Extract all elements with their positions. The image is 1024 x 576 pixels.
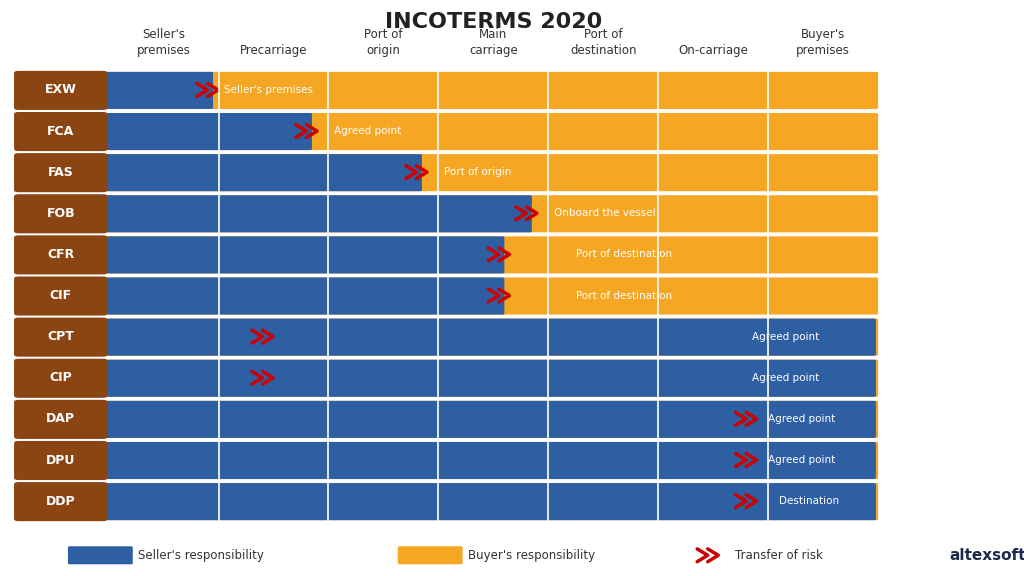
Text: Agreed point: Agreed point — [752, 373, 819, 383]
Text: Port of
origin: Port of origin — [365, 28, 402, 57]
FancyBboxPatch shape — [14, 236, 108, 274]
Text: INCOTERMS 2020: INCOTERMS 2020 — [385, 12, 602, 32]
FancyBboxPatch shape — [106, 442, 876, 479]
FancyBboxPatch shape — [106, 195, 531, 232]
Text: Seller's
premises: Seller's premises — [136, 28, 190, 57]
FancyBboxPatch shape — [106, 278, 879, 314]
FancyBboxPatch shape — [106, 319, 879, 356]
Text: FOB: FOB — [46, 207, 75, 220]
FancyBboxPatch shape — [106, 236, 879, 274]
FancyBboxPatch shape — [106, 236, 505, 274]
Text: Port of destination: Port of destination — [575, 290, 672, 301]
Text: Buyer's
premises: Buyer's premises — [797, 28, 850, 57]
FancyBboxPatch shape — [106, 401, 879, 438]
Text: Onboard the vessel: Onboard the vessel — [554, 209, 655, 218]
FancyBboxPatch shape — [14, 112, 108, 151]
Text: Buyer's responsibility: Buyer's responsibility — [468, 549, 595, 562]
Text: Transfer of risk: Transfer of risk — [735, 549, 823, 562]
Text: CFR: CFR — [47, 248, 75, 261]
FancyBboxPatch shape — [106, 154, 879, 191]
FancyBboxPatch shape — [14, 317, 108, 357]
FancyBboxPatch shape — [14, 194, 108, 233]
Text: DAP: DAP — [46, 412, 76, 426]
FancyBboxPatch shape — [106, 195, 879, 232]
Text: Destination: Destination — [779, 496, 840, 506]
FancyBboxPatch shape — [14, 276, 108, 316]
FancyBboxPatch shape — [106, 359, 876, 397]
Text: Agreed point: Agreed point — [334, 126, 401, 136]
Text: Agreed point: Agreed point — [768, 414, 836, 424]
Text: CPT: CPT — [47, 330, 74, 343]
FancyBboxPatch shape — [14, 71, 108, 110]
FancyBboxPatch shape — [106, 72, 879, 109]
FancyBboxPatch shape — [14, 359, 108, 398]
Text: Agreed point: Agreed point — [768, 455, 836, 465]
FancyBboxPatch shape — [14, 400, 108, 439]
FancyBboxPatch shape — [106, 319, 876, 356]
Text: CIP: CIP — [49, 372, 72, 384]
Text: Port of origin: Port of origin — [443, 167, 511, 177]
Text: altexsoft: altexsoft — [949, 548, 1024, 563]
Text: Seller's responsibility: Seller's responsibility — [138, 549, 264, 562]
FancyBboxPatch shape — [14, 153, 108, 192]
FancyBboxPatch shape — [397, 546, 463, 564]
Text: CIF: CIF — [50, 289, 72, 302]
Text: DDP: DDP — [46, 495, 76, 507]
Text: Port of
destination: Port of destination — [570, 28, 637, 57]
Text: FAS: FAS — [48, 166, 74, 179]
FancyBboxPatch shape — [106, 442, 879, 479]
Text: Agreed point: Agreed point — [752, 332, 819, 342]
FancyBboxPatch shape — [106, 401, 876, 438]
FancyBboxPatch shape — [106, 113, 879, 150]
Text: On-carriage: On-carriage — [678, 44, 749, 57]
Text: FCA: FCA — [47, 124, 75, 138]
FancyBboxPatch shape — [106, 359, 879, 397]
Text: Precarriage: Precarriage — [240, 44, 307, 57]
FancyBboxPatch shape — [106, 483, 879, 520]
FancyBboxPatch shape — [106, 154, 422, 191]
Text: Main
carriage: Main carriage — [469, 28, 518, 57]
FancyBboxPatch shape — [14, 482, 108, 521]
FancyBboxPatch shape — [14, 441, 108, 480]
FancyBboxPatch shape — [106, 113, 312, 150]
FancyBboxPatch shape — [106, 278, 505, 314]
Text: EXW: EXW — [45, 84, 77, 96]
FancyBboxPatch shape — [106, 72, 213, 109]
Text: Port of destination: Port of destination — [575, 249, 672, 259]
FancyBboxPatch shape — [68, 546, 133, 564]
FancyBboxPatch shape — [106, 483, 876, 520]
Text: Seller's premises: Seller's premises — [224, 85, 313, 95]
Text: DPU: DPU — [46, 453, 76, 467]
